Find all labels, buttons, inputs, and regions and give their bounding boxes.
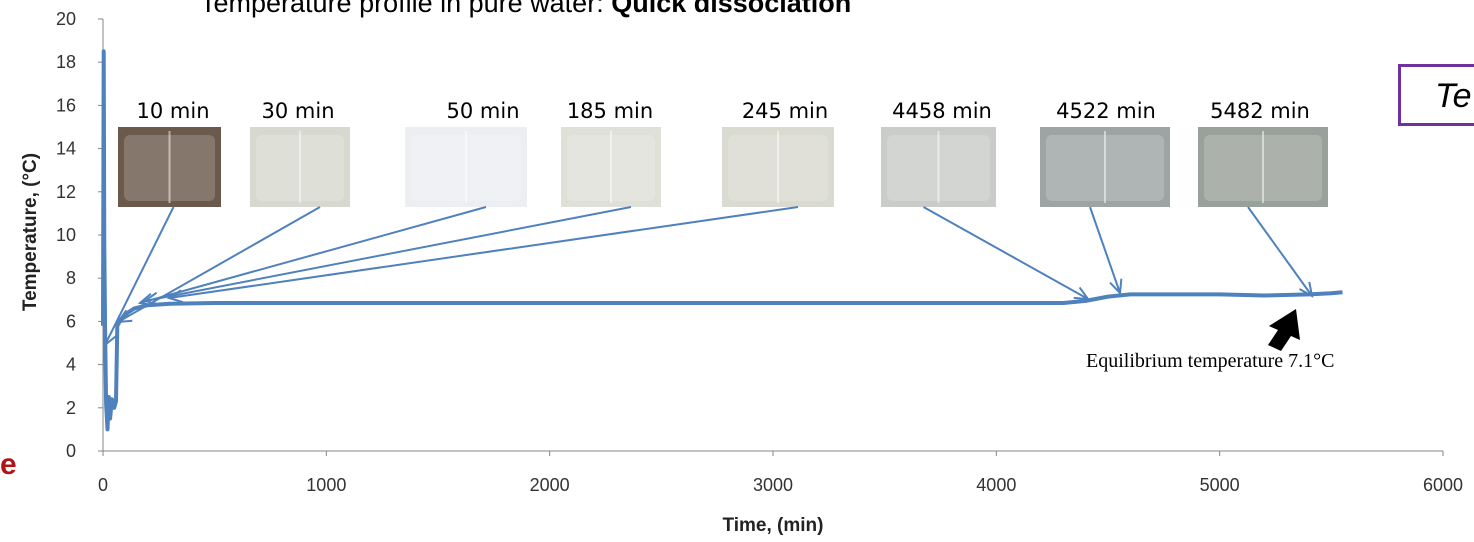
y-tick-label: 14 xyxy=(56,139,76,159)
y-axis-label: Temperature, (°C) xyxy=(20,153,41,311)
pointer-arrow xyxy=(144,206,632,302)
equilibrium-arrow xyxy=(1268,309,1300,351)
pointer-arrow xyxy=(168,206,799,299)
y-tick-label: 8 xyxy=(66,268,76,288)
corner-label-text: Te xyxy=(1435,77,1472,115)
chart-title: Temperature profile in pure water: Quick… xyxy=(200,0,851,19)
photo-label: 5482 min xyxy=(1210,99,1310,123)
pointer-arrowhead xyxy=(1109,278,1123,296)
left-edge-fragment: e xyxy=(0,448,17,481)
corner-label-box: Te xyxy=(1398,64,1474,126)
pointer-arrow xyxy=(1247,206,1313,297)
y-tick-label: 10 xyxy=(56,225,76,245)
pointer-arrow xyxy=(104,206,175,346)
x-tick-label: 5000 xyxy=(1200,475,1240,495)
photo-label: 4522 min xyxy=(1056,99,1156,123)
y-tick-label: 20 xyxy=(56,9,76,29)
y-tick-label: 16 xyxy=(56,95,76,115)
y-tick-label: 6 xyxy=(66,311,76,331)
y-tick-label: 12 xyxy=(56,182,76,202)
photo-label: 10 min xyxy=(137,99,210,123)
photo-label: 185 min xyxy=(567,99,653,123)
y-tick-label: 0 xyxy=(66,441,76,461)
pointer-arrow xyxy=(1089,206,1121,294)
y-tick-label: 2 xyxy=(66,398,76,418)
equilibrium-note: Equilibrium temperature 7.1°C xyxy=(1086,350,1335,372)
pointer-arrow xyxy=(139,206,487,304)
pointer-arrowhead xyxy=(166,289,184,304)
x-tick-label: 6000 xyxy=(1423,475,1463,495)
x-tick-label: 0 xyxy=(98,475,108,495)
x-tick-label: 2000 xyxy=(530,475,570,495)
photo-label: 245 min xyxy=(742,99,828,123)
y-tick-label: 18 xyxy=(56,52,76,72)
y-tick-label: 4 xyxy=(66,355,76,375)
photo-label: 50 min xyxy=(447,99,520,123)
photo-label: 4458 min xyxy=(892,99,992,123)
x-tick-label: 4000 xyxy=(976,475,1016,495)
x-tick-label: 1000 xyxy=(306,475,346,495)
temperature-line xyxy=(101,49,1343,432)
pointer-arrow xyxy=(923,206,1089,300)
x-axis-label: Time, (min) xyxy=(723,515,824,536)
x-tick-label: 3000 xyxy=(753,475,793,495)
chart-title-bold: Quick dissociation xyxy=(611,0,852,18)
chart-title-prefix: Temperature profile in pure water: xyxy=(200,0,612,18)
photo-label: 30 min xyxy=(262,99,335,123)
